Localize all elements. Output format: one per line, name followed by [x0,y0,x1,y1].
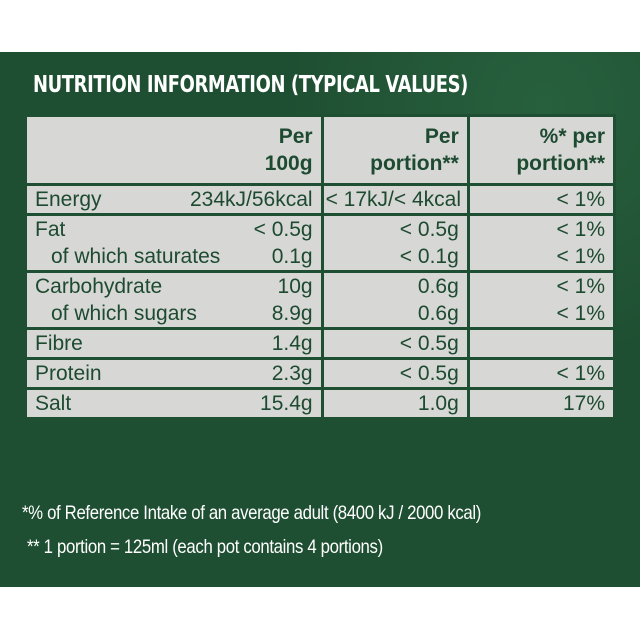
row-label: Carbohydrate [35,275,163,298]
row-label: Energy [35,188,102,211]
footnote-portion-size: ** 1 portion = 125ml (each pot contains … [27,536,383,558]
row-label: Fibre [35,332,83,355]
value-percent-ri: < 1% [556,302,605,325]
value-per-portion: 0.6g [417,302,459,325]
value-per-portion: 1.0g [320,387,470,420]
row-label: of which sugars [51,302,197,325]
row-label: Salt [35,392,72,415]
value-percent-ri: < 1% [556,275,605,298]
value-percent-ri: < 1% [466,183,617,216]
value-per-portion: 0.6g [417,275,459,298]
header-percent-ri-line2: portion** [516,152,605,175]
header-per-portion-line1: Per [424,125,459,148]
table-row-fat: Fat < 0.5g of which saturates 0.1g < 0.5g … [24,213,617,273]
header-per-100g: Per 100g [24,114,324,186]
value-per-100g: 2.3g [271,362,313,385]
header-row: Per 100g Per portion** %* per portion** [24,114,617,186]
value-percent-ri: 17% [466,387,617,420]
table-row-energy: Energy 234kJ/56kcal < 17kJ/< 4kcal < 1% [24,183,617,216]
header-per-portion-line2: portion** [370,152,459,175]
row-label: Protein [35,362,102,385]
header-percent-ri: %* per portion** [466,114,617,186]
value-per-portion: < 0.5g [399,218,459,241]
table-row-carbohydrate: Carbohydrate 10g of which sugars 8.9g 0.6g… [24,270,617,330]
nutrition-table: Per 100g Per portion** %* per portion** … [24,114,617,420]
value-per-portion: < 0.5g [320,327,470,360]
value-per-portion: < 0.1g [399,245,459,268]
footnote-reference-intake: *% of Reference Intake of an average adu… [22,502,482,524]
value-percent-ri: < 1% [556,218,605,241]
value-percent-ri [466,327,617,360]
value-per-portion: < 17kJ/< 4kcal [320,183,470,216]
value-per-100g: 0.1g [271,245,313,268]
row-label: Fat [35,218,66,241]
table-row-protein: Protein 2.3g < 0.5g < 1% [24,357,617,390]
value-percent-ri: < 1% [466,357,617,390]
header-per-100g-line1: Per [278,125,313,148]
value-per-100g: 15.4g [260,392,313,415]
value-per-portion: < 0.5g [320,357,470,390]
table-row-salt: Salt 15.4g 1.0g 17% [24,387,617,420]
value-per-100g: < 0.5g [253,218,313,241]
nutrition-title: NUTRITION INFORMATION (TYPICAL VALUES) [33,72,468,98]
header-percent-ri-line1: %* per [539,125,605,148]
row-label: of which saturates [51,245,221,268]
header-per-100g-line2: 100g [264,152,313,175]
header-per-portion: Per portion** [320,114,470,186]
table-row-fibre: Fibre 1.4g < 0.5g [24,327,617,360]
value-percent-ri: < 1% [556,245,605,268]
value-per-100g: 8.9g [271,302,313,325]
value-per-100g: 234kJ/56kcal [190,188,313,211]
value-per-100g: 1.4g [271,332,313,355]
value-per-100g: 10g [277,275,313,298]
